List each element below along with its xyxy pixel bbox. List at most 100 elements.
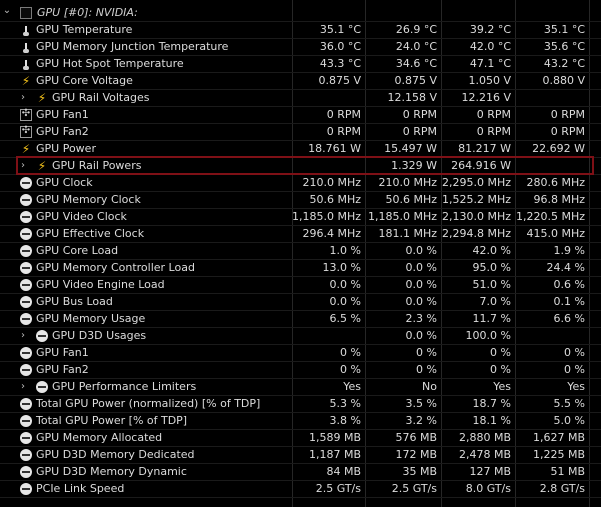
collapse-arrow-icon[interactable]: ⌄ [2, 5, 12, 16]
sensor-row[interactable]: GPU Video Engine Load 0.0 % 0.0 % 51.0 % 0.6… [0, 277, 601, 294]
group-header-row[interactable]: ⌄ GPU [#0]: NVIDIA: [0, 5, 601, 22]
sensor-row[interactable]: GPU Video Clock 1,185.0 MHz 1,185.0 MHz 2,1… [0, 209, 601, 226]
minimum-value: 15.497 W [384, 142, 437, 155]
sensor-row[interactable]: › GPU Performance Limiters Yes No Yes Yes [0, 379, 601, 396]
minimum-value: 181.1 MHz [378, 227, 437, 240]
average-value: 22.692 W [532, 142, 585, 155]
sensor-label-cell: GPU D3D Memory Dedicated [0, 447, 292, 463]
sensor-row[interactable]: GPU Memory Clock 50.6 MHz 50.6 MHz 1,525.2 … [0, 192, 601, 209]
sensor-row[interactable]: GPU D3D Memory Dedicated 1,187 MB 172 MB 2,… [0, 447, 601, 464]
maximum-value: 8.0 GT/s [465, 482, 511, 495]
average-value: 96.8 MHz [533, 193, 585, 206]
maximum-value: 1,525.2 MHz [441, 193, 511, 206]
minimum-value: 0.0 % [405, 295, 437, 308]
sensor-row[interactable]: GPU Memory Usage 6.5 % 2.3 % 11.7 % 6.6 % [0, 311, 601, 328]
sensor-row[interactable]: GPU Effective Clock 296.4 MHz 181.1 MHz 2,2… [0, 226, 601, 243]
sensor-label-cell: GPU Fan1 [0, 107, 292, 123]
sensor-name: GPU Temperature [36, 23, 133, 36]
thermometer-icon [20, 41, 32, 53]
sensor-label-cell: GPU Fan1 [0, 345, 292, 361]
minimum-value: 0.0 % [405, 244, 437, 257]
sensor-row[interactable]: › ⚡ GPU Rail Voltages 12.158 V 12.216 V [0, 90, 601, 107]
sensor-name: GPU D3D Memory Dedicated [36, 448, 195, 461]
clock-icon [20, 364, 32, 376]
expand-arrow-icon[interactable]: › [21, 330, 25, 341]
average-value: 0.6 % [553, 278, 585, 291]
sensor-label-cell: GPU Video Clock [0, 209, 292, 225]
average-value: 2.8 GT/s [539, 482, 585, 495]
expand-arrow-icon[interactable]: › [21, 92, 25, 103]
sensor-row[interactable]: GPU Memory Allocated 1,589 MB 576 MB 2,880 … [0, 430, 601, 447]
sensor-row[interactable]: GPU Hot Spot Temperature 43.3 °C 34.6 °C 47… [0, 56, 601, 73]
sensor-label-cell: Total GPU Power (normalized) [% of TDP] [0, 396, 292, 412]
average-value: 1,220.5 MHz [515, 210, 585, 223]
maximum-value: 11.7 % [472, 312, 511, 325]
sensor-row[interactable]: GPU Fan2 0 % 0 % 0 % 0 % [0, 362, 601, 379]
sensor-row[interactable]: ⚡ GPU Core Voltage 0.875 V 0.875 V 1.050 V 0.… [0, 73, 601, 90]
sensor-row[interactable]: GPU Temperature 35.1 °C 26.9 °C 39.2 °C 35.1… [0, 22, 601, 39]
sensor-row[interactable]: Total GPU Power (normalized) [% of TDP] 5… [0, 396, 601, 413]
maximum-value: 12.216 V [461, 91, 511, 104]
sensor-row[interactable]: Total GPU Power [% of TDP] 3.8 % 3.2 % 18.1… [0, 413, 601, 430]
current-value: Yes [343, 380, 361, 393]
current-value: 296.4 MHz [302, 227, 361, 240]
maximum-value: 2,478 MB [458, 448, 511, 461]
current-value: 0 % [340, 346, 361, 359]
sensor-row[interactable]: GPU Fan1 0 % 0 % 0 % 0 % [0, 345, 601, 362]
sensor-row[interactable]: GPU Core Load 1.0 % 0.0 % 42.0 % 1.9 % [0, 243, 601, 260]
expand-arrow-icon[interactable]: › [21, 160, 25, 171]
average-value: 1,225 MB [532, 448, 585, 461]
current-value [292, 158, 365, 174]
clock-icon [20, 228, 32, 240]
lightning-icon: ⚡ [37, 91, 47, 105]
sensor-row[interactable]: ⚡ GPU Power 18.761 W 15.497 W 81.217 W 22.692… [0, 141, 601, 158]
sensor-row[interactable]: PCIe Link Speed 2.5 GT/s 2.5 GT/s 8.0 GT/s 2… [0, 481, 601, 498]
minimum-value: 172 MB [395, 448, 437, 461]
current-value: 3.8 % [329, 414, 361, 427]
current-value: 36.0 °C [319, 40, 361, 53]
current-value: 5.3 % [329, 397, 361, 410]
minimum-value: 50.6 MHz [385, 193, 437, 206]
minimum-value: 576 MB [395, 431, 437, 444]
sensor-row[interactable]: GPU Fan1 0 RPM 0 RPM 0 RPM 0 RPM [0, 107, 601, 124]
current-value: 0 RPM [326, 125, 361, 138]
maximum-value: 47.1 °C [469, 57, 511, 70]
sensor-row[interactable]: GPU Bus Load 0.0 % 0.0 % 7.0 % 0.1 % [0, 294, 601, 311]
sensor-row[interactable]: › GPU D3D Usages 0.0 % 100.0 % [0, 328, 601, 345]
sensor-row[interactable]: GPU Memory Controller Load 13.0 % 0.0 % 95.… [0, 260, 601, 277]
minimum-value: 2.5 GT/s [391, 482, 437, 495]
average-value: 1.9 % [553, 244, 585, 257]
current-value: 1,187 MB [308, 448, 361, 461]
maximum-value: 7.0 % [479, 295, 511, 308]
average-value: 43.2 °C [543, 57, 585, 70]
sensor-name: GPU D3D Usages [52, 329, 147, 342]
expand-arrow-icon[interactable]: › [21, 381, 25, 392]
sensor-label-cell: Total GPU Power [% of TDP] [0, 413, 292, 429]
sensor-name: GPU Rail Voltages [52, 91, 150, 104]
maximum-value: Yes [493, 380, 511, 393]
sensor-name: Total GPU Power (normalized) [% of TDP] [36, 397, 261, 410]
sensor-row[interactable]: GPU D3D Memory Dynamic 84 MB 35 MB 127 MB 51… [0, 464, 601, 481]
average-value [515, 328, 589, 344]
sensor-label-cell: › GPU D3D Usages [0, 328, 292, 344]
sensor-name: GPU Video Clock [36, 210, 127, 223]
minimum-value: 3.2 % [405, 414, 437, 427]
thermometer-icon [20, 58, 32, 70]
clock-icon [20, 245, 32, 257]
clock-icon [20, 194, 32, 206]
sensor-name: GPU Memory Allocated [36, 431, 163, 444]
sensor-label-cell: GPU D3D Memory Dynamic [0, 464, 292, 480]
sensor-row[interactable]: GPU Fan2 0 RPM 0 RPM 0 RPM 0 RPM [0, 124, 601, 141]
sensor-name: GPU Rail Powers [52, 159, 142, 172]
sensor-row[interactable]: GPU Clock 210.0 MHz 210.0 MHz 2,295.0 MHz 28… [0, 175, 601, 192]
average-value: 0 % [564, 346, 585, 359]
sensor-row[interactable]: GPU Memory Junction Temperature 36.0 °C 24… [0, 39, 601, 56]
sensor-row[interactable]: › ⚡ GPU Rail Powers 1.329 W 264.916 W [0, 158, 601, 175]
average-value [515, 90, 589, 106]
sensor-label-cell: GPU Memory Controller Load [0, 260, 292, 276]
maximum-value: 51.0 % [472, 278, 511, 291]
clock-icon [20, 347, 32, 359]
sensor-name: GPU Video Engine Load [36, 278, 165, 291]
average-value: 5.5 % [553, 397, 585, 410]
